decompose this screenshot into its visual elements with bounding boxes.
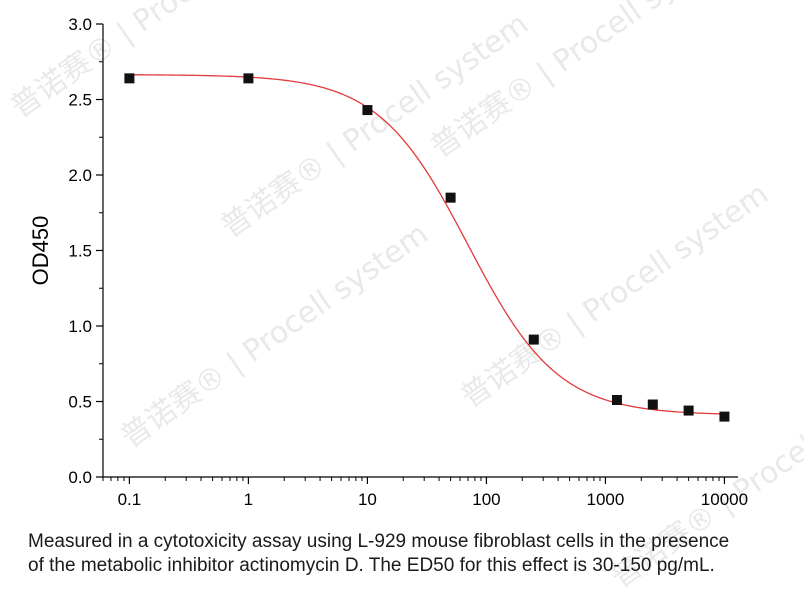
y-tick-label: 2.0: [68, 166, 92, 185]
caption-line-2: of the metabolic inhibitor actinomycin D…: [28, 555, 715, 576]
data-point: [683, 405, 694, 416]
axes: 0.0 0.5 1.0 1.5 2.0 2.5 3.0 0.1 1 10 100 1000 10000: [68, 15, 748, 509]
fit-curve: [129, 74, 725, 415]
data-point: [647, 399, 658, 410]
data-point: [611, 394, 622, 405]
y-tick-label: 3.0: [68, 15, 92, 34]
data-point: [719, 411, 730, 422]
y-tick-label: 1.0: [68, 317, 92, 336]
y-tick-label: 0.5: [68, 393, 92, 412]
y-tick-label: 2.5: [68, 91, 92, 110]
y-axis-label: OD450: [28, 216, 53, 286]
x-tick-label: 10000: [701, 490, 748, 509]
figure-caption: Measured in a cytotoxicity assay using L…: [28, 530, 798, 578]
data-points: [124, 73, 730, 422]
data-point: [445, 192, 456, 203]
y-tick-label: 0.0: [68, 468, 92, 487]
x-tick-label: 0.1: [118, 490, 142, 509]
data-point: [243, 73, 254, 84]
data-point: [362, 105, 373, 116]
x-tick-label: 1: [244, 490, 253, 509]
y-tick-label: 1.5: [68, 242, 92, 261]
x-tick-label: 10: [358, 490, 377, 509]
x-tick-label: 100: [472, 490, 500, 509]
data-point: [528, 334, 539, 345]
dose-response-chart: 0.00.51.01.52.02.53.00.1 1 10 100 1000 10000 …: [28, 15, 748, 509]
x-tick-label: 1000: [587, 490, 625, 509]
caption-line-1: Measured in a cytotoxicity assay using L…: [28, 531, 730, 552]
data-point: [124, 73, 135, 84]
